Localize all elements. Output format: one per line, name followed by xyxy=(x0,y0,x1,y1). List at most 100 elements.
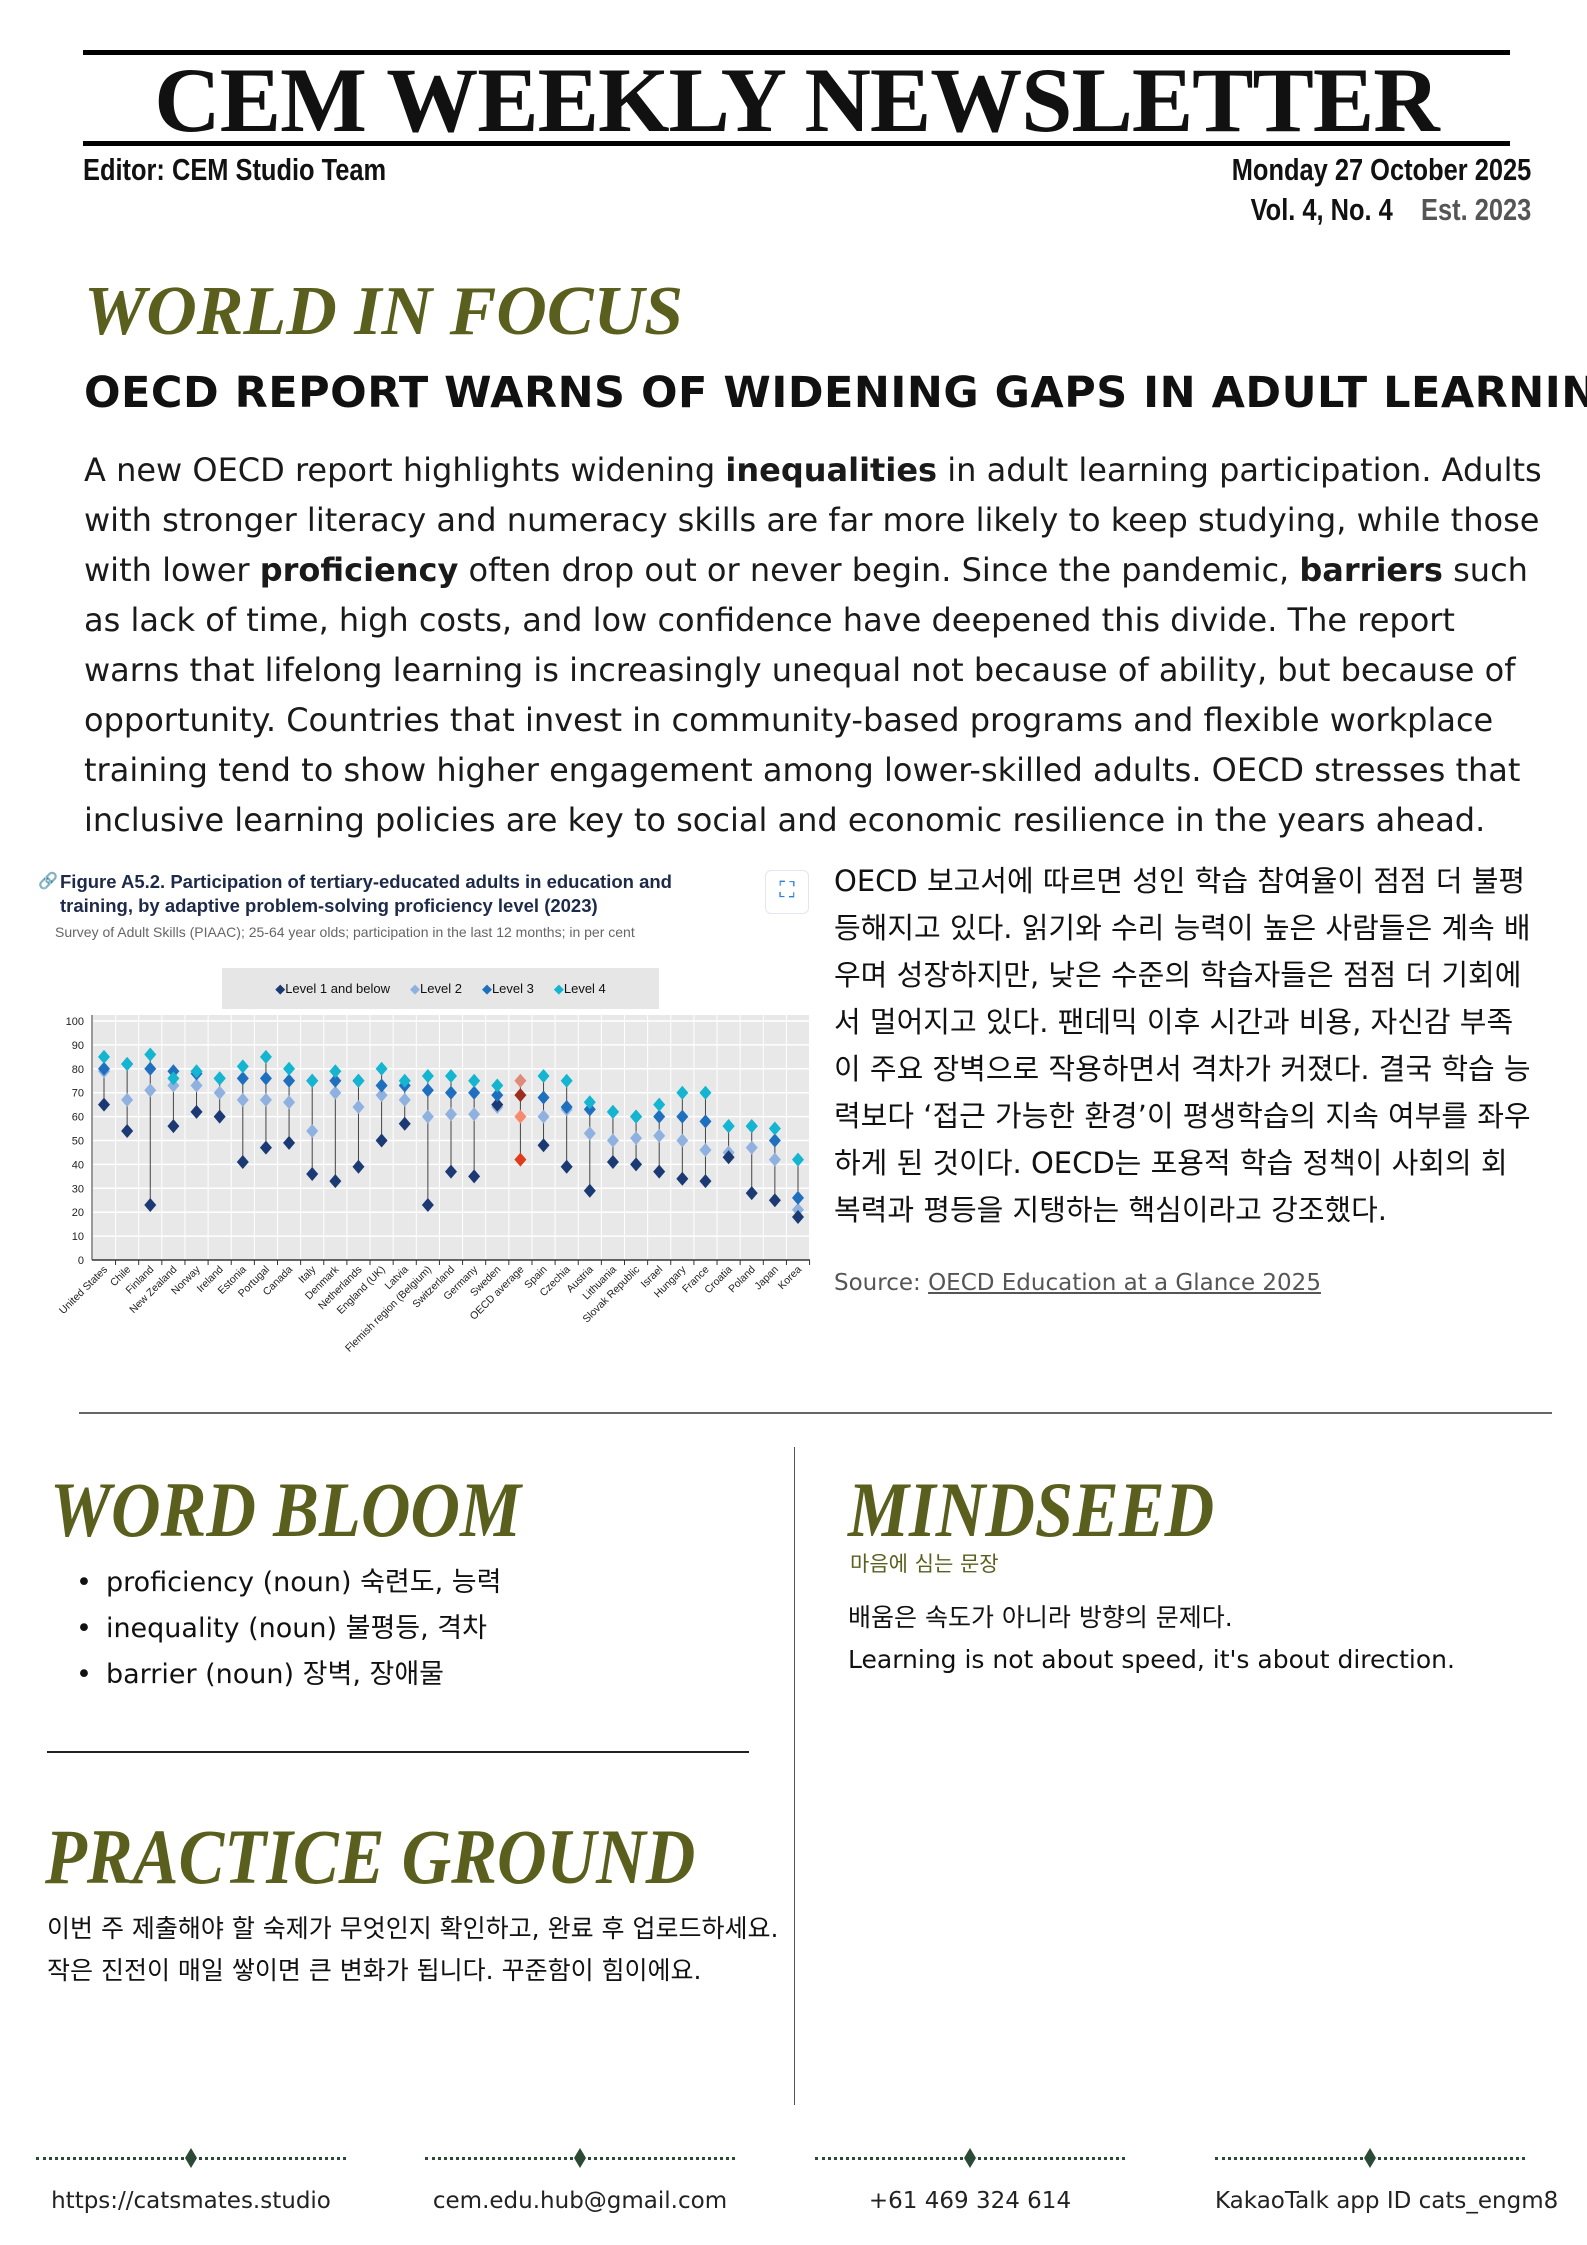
data-point-level-3 xyxy=(329,1073,342,1088)
data-point-level-1-and-below xyxy=(583,1183,596,1198)
data-point-level-3 xyxy=(144,1061,157,1076)
section-title-mindseed: MINDSEED xyxy=(848,1466,1215,1553)
data-point-level-3 xyxy=(236,1071,249,1086)
text-segment: in adult learning participation. Adults … xyxy=(84,451,1542,589)
data-point-level-4 xyxy=(792,1152,804,1167)
data-point-level-2 xyxy=(630,1131,643,1146)
data-point-level-4 xyxy=(144,1047,157,1062)
data-point-level-3 xyxy=(560,1100,573,1115)
data-point-level-4 xyxy=(491,1078,504,1093)
legend-label: Level 2 xyxy=(420,980,462,996)
vocab-item: barrier (noun) 장벽, 장애물 xyxy=(76,1652,501,1698)
data-point-level-4 xyxy=(514,1073,527,1088)
data-point-level-4 xyxy=(98,1049,110,1064)
link-icon[interactable]: 🔗 xyxy=(38,873,58,890)
phone-number: +61 469 324 614 xyxy=(868,2188,1072,2214)
data-point-level-2 xyxy=(537,1109,550,1124)
section-title-word-bloom: WORD BLOOM xyxy=(50,1466,522,1553)
bold-keyword: proficiency xyxy=(259,551,459,589)
data-point-level-3 xyxy=(445,1085,457,1100)
legend-label: Level 4 xyxy=(563,980,606,996)
legend-marker: ◆ xyxy=(410,980,421,996)
data-point-level-1-and-below xyxy=(306,1166,319,1181)
chart-legend: ◆Level 1 and below ◆Level 2 ◆Level 3 ◆Level… xyxy=(222,968,659,1009)
data-point-level-3 xyxy=(653,1109,666,1124)
data-point-level-4 xyxy=(560,1073,573,1088)
data-point-level-3 xyxy=(792,1190,804,1205)
text-segment: such as lack of time, high costs, and lo… xyxy=(84,551,1528,839)
footer-email: cem.edu.hub@gmail.com xyxy=(425,2145,735,2214)
masthead-top-rule xyxy=(83,50,1510,55)
word-bloom-rule xyxy=(47,1751,749,1753)
data-point-level-1-and-below xyxy=(213,1109,226,1124)
email-link[interactable]: cem.edu.hub@gmail.com xyxy=(432,2188,728,2214)
data-point-level-1-and-below xyxy=(144,1198,157,1213)
data-point-level-4 xyxy=(375,1061,388,1076)
data-point-level-1-and-below xyxy=(491,1097,504,1112)
legend-marker: ◆ xyxy=(553,980,564,996)
data-point-level-1-and-below xyxy=(121,1123,134,1138)
newsletter-title: CEM WEEKLY NEWSLETTER xyxy=(154,49,1439,151)
source-link[interactable]: OECD Education at a Glance 2025 xyxy=(928,1270,1321,1296)
data-point-level-4 xyxy=(236,1059,249,1074)
legend-item: ◆Level 2 xyxy=(410,981,462,997)
practice-line: 작은 진전이 매일 쌓이면 큰 변화가 됩니다. 꾸준함이 힘이에요. xyxy=(47,1956,702,1985)
data-point-level-4 xyxy=(352,1073,365,1088)
vocab-list: proficiency (noun) 숙련도, 능력 inequality (n… xyxy=(76,1560,502,1698)
data-point-level-4 xyxy=(421,1068,434,1083)
data-point-level-2 xyxy=(653,1128,666,1143)
website-link[interactable]: https://catsmates.studio xyxy=(51,2188,331,2214)
legend-item: ◆Level 4 xyxy=(554,981,606,997)
footer-kakaotalk: KakaoTalk app ID cats_engm8 xyxy=(1215,2145,1558,2214)
data-point-level-2 xyxy=(768,1152,781,1167)
data-point-level-3 xyxy=(167,1064,180,1079)
y-tick-label: 80 xyxy=(72,1064,84,1076)
data-point-level-4 xyxy=(653,1097,666,1112)
established-year: Est. 2023 xyxy=(1420,192,1531,227)
data-point-level-2 xyxy=(606,1133,619,1148)
data-point-level-2 xyxy=(190,1078,203,1093)
data-point-level-4 xyxy=(537,1068,550,1083)
data-point-level-2 xyxy=(792,1202,804,1217)
data-point-level-2 xyxy=(144,1083,157,1098)
data-point-level-4 xyxy=(445,1068,457,1083)
data-point-level-4 xyxy=(768,1121,781,1136)
volume-number: Vol. 4, No. 4 xyxy=(1250,192,1393,227)
legend-item: ◆Level 3 xyxy=(482,981,534,997)
data-point-level-1-and-below xyxy=(283,1135,296,1150)
legend-marker: ◆ xyxy=(275,980,286,996)
korean-summary: OECD 보고서에 따르면 성인 학습 참여율이 점점 더 불평등해지고 있다.… xyxy=(834,864,1531,1227)
data-point-level-2 xyxy=(121,1092,134,1107)
data-point-level-2 xyxy=(375,1088,388,1103)
data-point-level-4 xyxy=(606,1104,619,1119)
legend-marker: ◆ xyxy=(481,980,492,996)
y-tick-label: 90 xyxy=(72,1040,84,1052)
masthead-bottom-rule xyxy=(83,141,1510,146)
expand-icon[interactable]: ⛶ xyxy=(765,870,809,914)
diamond-icon xyxy=(964,2148,976,2168)
data-point-level-4 xyxy=(306,1073,319,1088)
data-point-level-1-and-below xyxy=(98,1097,110,1112)
data-point-level-1-and-below xyxy=(630,1157,643,1172)
data-point-level-3 xyxy=(537,1090,550,1105)
data-point-level-1-and-below xyxy=(398,1116,411,1131)
data-point-level-1-and-below xyxy=(329,1174,342,1189)
chart-title: 🔗 Figure A5.2. Participation of tertiary-… xyxy=(38,871,672,916)
bold-keyword: barriers xyxy=(1299,551,1443,589)
legend-label: Level 1 and below xyxy=(285,980,391,996)
y-tick-label: 100 xyxy=(66,1016,84,1028)
data-point-level-1-and-below xyxy=(745,1186,758,1201)
issue-date: Monday 27 October 2025 xyxy=(1231,152,1531,187)
data-point-level-3 xyxy=(98,1061,110,1076)
data-point-level-2 xyxy=(213,1085,226,1100)
text-segment: often drop out or never begin. Since the… xyxy=(458,551,1300,589)
vocab-item: inequality (noun) 불평등, 격차 xyxy=(76,1606,501,1652)
data-point-level-4 xyxy=(121,1057,134,1072)
section-divider xyxy=(79,1412,1552,1414)
data-point-level-3 xyxy=(491,1088,504,1103)
data-point-level-2 xyxy=(236,1092,249,1107)
data-point-level-3 xyxy=(259,1071,272,1086)
data-point-level-2 xyxy=(421,1109,434,1124)
data-point-level-1-and-below xyxy=(190,1104,203,1119)
data-point-level-1-and-below xyxy=(676,1171,689,1186)
